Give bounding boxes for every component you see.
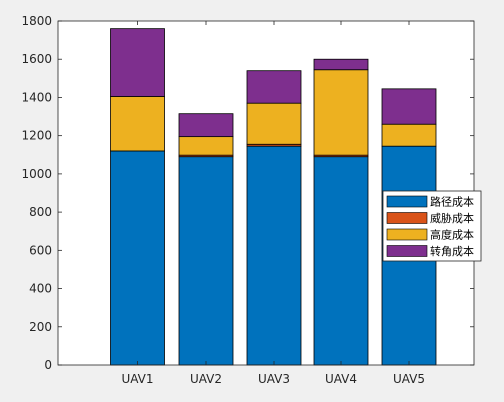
y-tick-label: 400: [29, 282, 52, 296]
bar-segment-uav5-s4: [381, 88, 437, 125]
bar-stack-uav3: [246, 70, 302, 366]
bar-segment-uav1-s3: [110, 96, 165, 152]
legend-swatch: [386, 245, 428, 257]
y-tick-label: 600: [29, 243, 52, 257]
bar-segment-uav1-s4: [110, 28, 165, 97]
x-tick-label: UAV4: [325, 372, 357, 386]
bar-segment-uav3-s4: [246, 70, 302, 104]
bar-segment-uav3-s3: [246, 102, 302, 145]
axes-layer: 0 200 400 600 800 1000 1200 1400 1600 1800 UAV1 UAV…: [21, 14, 475, 386]
bar-segment-uav4-s1: [313, 156, 369, 366]
legend-label: 高度成本: [430, 228, 474, 242]
y-tick-label: 800: [29, 205, 52, 219]
bar-segment-uav4-s4: [313, 58, 369, 71]
bar-segment-uav2-s4: [178, 113, 234, 138]
legend-label: 路径成本: [430, 195, 474, 209]
x-tick-label: UAV2: [190, 372, 222, 386]
legend-label: 威胁成本: [430, 211, 474, 225]
y-tick-label: 200: [29, 320, 52, 334]
bar-stack-uav1: [110, 28, 165, 366]
bar-segment-uav1-s1: [110, 150, 165, 366]
bar-segment-uav5-s3: [381, 123, 437, 147]
legend-swatch: [386, 195, 428, 208]
x-tick-label: UAV1: [121, 372, 153, 386]
y-tick-label: 0: [44, 358, 52, 372]
legend-label: 转角成本: [430, 244, 474, 258]
y-tick-label: 1400: [21, 90, 52, 104]
y-tick-label: 1000: [21, 167, 52, 181]
bar-segment-uav2-s3: [178, 136, 234, 156]
bar-stack-uav4: [313, 58, 369, 366]
y-tick-label: 1200: [21, 129, 52, 143]
bar-stack-uav2: [178, 113, 234, 366]
legend-swatch: [386, 212, 428, 224]
x-tick-label: UAV3: [258, 372, 290, 386]
legend-swatch: [386, 228, 428, 241]
bar-segment-uav3-s1: [246, 145, 302, 366]
bars-layer: [110, 28, 437, 366]
y-tick-label: 1600: [21, 52, 52, 66]
y-tick-label: 1800: [21, 14, 52, 28]
x-tick-label: UAV5: [393, 372, 425, 386]
bar-segment-uav4-s3: [313, 69, 369, 156]
bar-segment-uav2-s1: [178, 156, 234, 366]
